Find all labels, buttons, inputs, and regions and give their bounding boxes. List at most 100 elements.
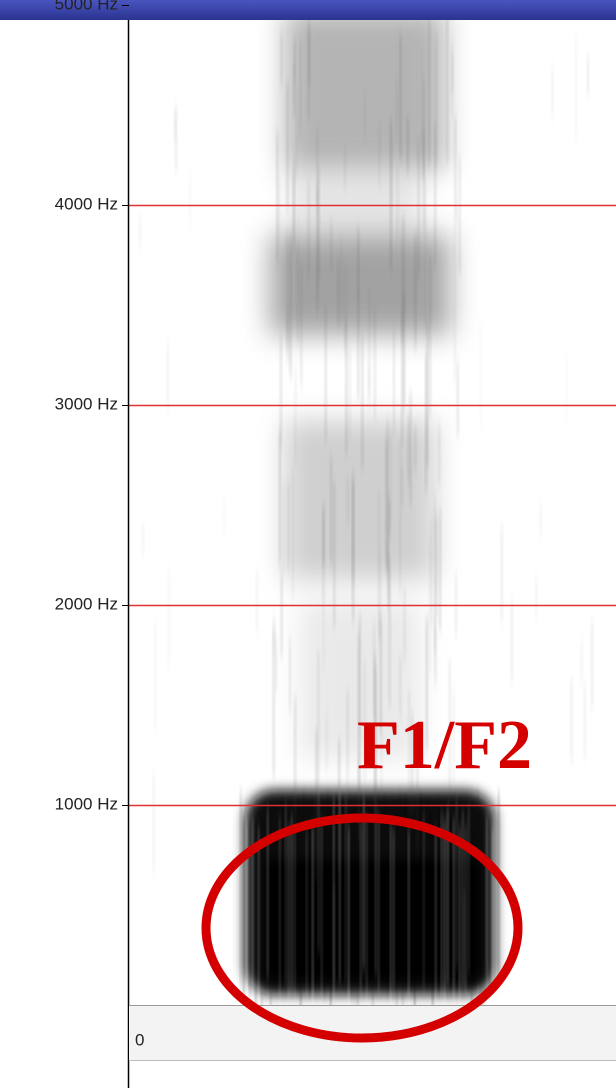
streak [287, 482, 290, 571]
streak [348, 825, 350, 1005]
streak [272, 627, 275, 777]
streak [414, 426, 417, 471]
streak [358, 614, 361, 742]
streak [318, 793, 320, 954]
streak [480, 817, 482, 1005]
streak [399, 655, 402, 718]
streak [450, 804, 452, 968]
streak [307, 183, 310, 278]
streak [392, 327, 395, 434]
streak [425, 617, 428, 750]
streak [280, 573, 283, 657]
streak [306, 829, 308, 999]
streak [458, 156, 461, 274]
streak [401, 465, 404, 506]
streak [293, 67, 296, 115]
streak [390, 822, 392, 1005]
streak [300, 821, 302, 1005]
streak [498, 791, 500, 977]
streak [372, 820, 374, 1005]
streak [453, 220, 456, 381]
streak [429, 255, 432, 416]
streak [387, 548, 390, 608]
streak [342, 809, 344, 972]
streak [166, 342, 169, 411]
streak [417, 140, 420, 279]
streak [354, 825, 356, 1002]
streak [565, 356, 568, 417]
streak [380, 722, 383, 800]
streak [189, 174, 192, 224]
streak [417, 810, 419, 976]
streak [348, 346, 351, 439]
streak [291, 815, 293, 997]
streak [258, 826, 260, 1005]
streak [175, 106, 178, 171]
streak [408, 829, 410, 1005]
streak [471, 825, 473, 1005]
streak [291, 468, 294, 599]
streak [432, 821, 434, 1005]
streak [424, 182, 427, 331]
streak [456, 200, 459, 232]
streak [279, 816, 281, 1005]
streak [388, 559, 391, 707]
streak [299, 40, 302, 138]
streak [377, 492, 380, 640]
streak [267, 807, 269, 979]
time-label: 0 [135, 1030, 144, 1049]
streak [411, 805, 413, 983]
streak [333, 481, 336, 627]
streak [358, 748, 361, 843]
streak [240, 790, 242, 987]
streak [340, 239, 343, 327]
streak [278, 176, 281, 240]
streak [430, 516, 433, 625]
frequency-grid [129, 204, 616, 807]
streak [360, 819, 362, 993]
streak [294, 363, 297, 465]
streak [423, 812, 425, 992]
streak [297, 813, 299, 988]
streak [367, 368, 370, 411]
streak [384, 798, 386, 988]
streak [330, 456, 333, 566]
streak [474, 825, 476, 990]
streak [152, 771, 155, 872]
streak [289, 233, 292, 377]
annotation: F1/F2 [357, 707, 532, 784]
streak [468, 805, 470, 974]
streak [375, 807, 377, 975]
streak [345, 317, 348, 454]
streak [381, 820, 383, 982]
streak [261, 826, 263, 1005]
streak [288, 826, 290, 1005]
streak [296, 205, 299, 287]
streak [296, 245, 299, 344]
streak [286, 232, 289, 347]
streak [154, 621, 157, 730]
streak [373, 307, 376, 419]
streak [434, 123, 437, 266]
streak [139, 214, 142, 248]
streak [399, 793, 401, 958]
streak [389, 431, 392, 525]
streak [324, 825, 326, 995]
streak [386, 419, 389, 572]
streak [317, 169, 320, 284]
streak [275, 638, 278, 693]
streak [452, 687, 455, 785]
streak [347, 689, 350, 772]
streak [255, 826, 257, 1005]
streak [282, 806, 284, 978]
streak [357, 825, 359, 1005]
streak [315, 820, 317, 992]
annotation-ellipse [201, 813, 523, 1043]
streak [385, 439, 388, 570]
streak [336, 800, 338, 970]
streak [403, 215, 406, 308]
streak [428, 15, 431, 166]
streak [500, 526, 503, 621]
streak [510, 598, 513, 683]
streak [489, 820, 491, 986]
